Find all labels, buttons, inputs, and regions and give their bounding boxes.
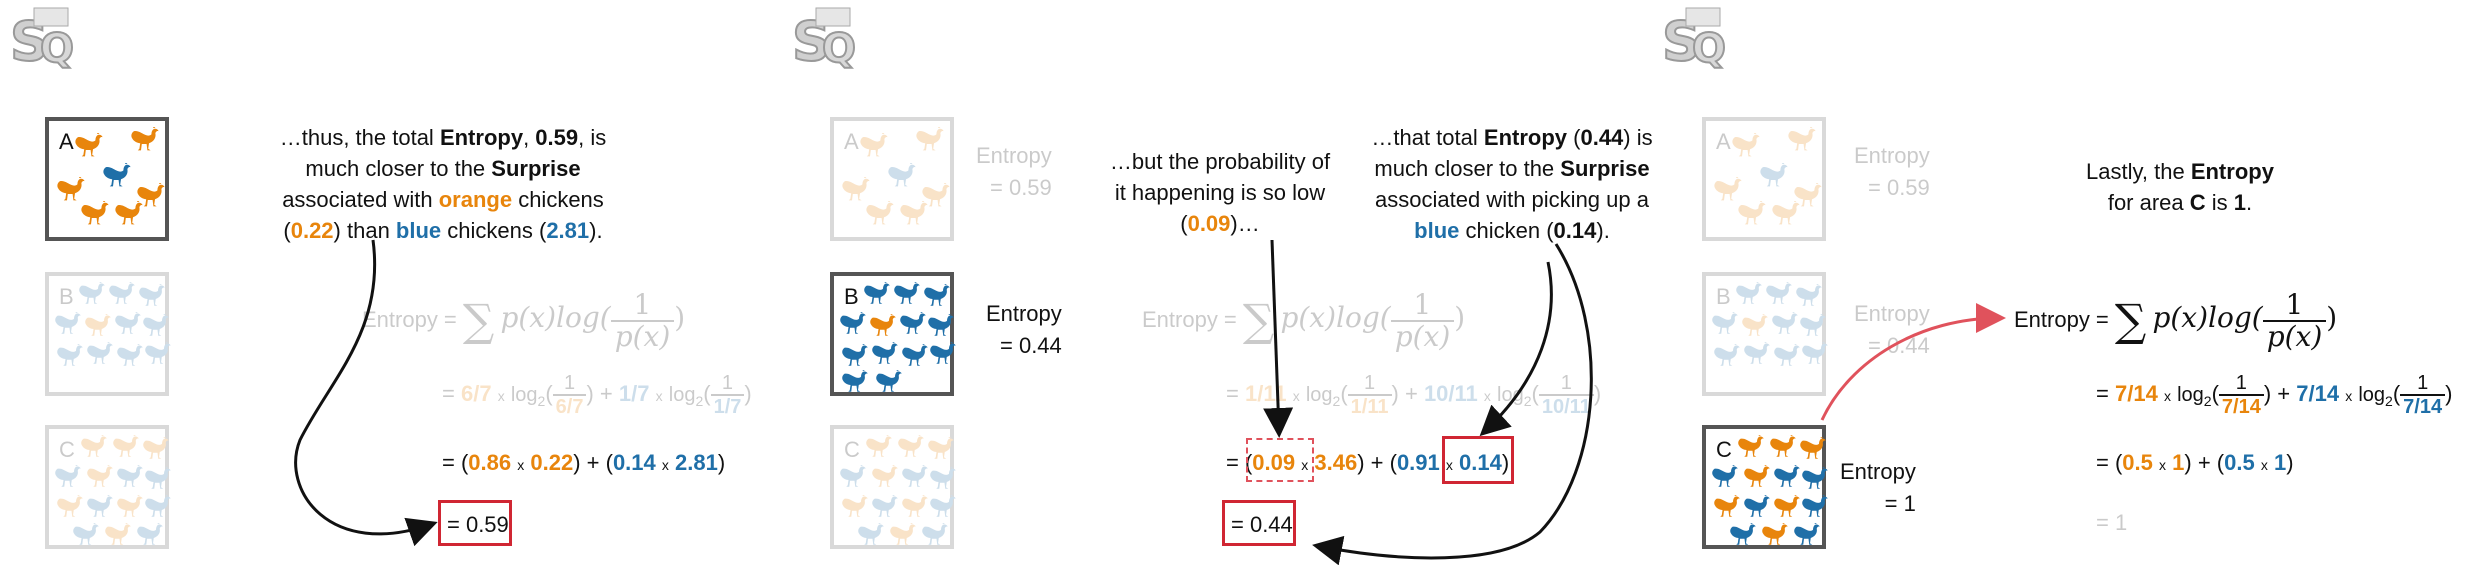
panel3-formula-line3: = (0.5 x 1) + (0.5 x 1): [2096, 450, 2294, 475]
area-c-label: C: [59, 437, 75, 462]
area-b-box: B: [45, 272, 171, 396]
svg-text:Q: Q: [40, 26, 74, 72]
area-b-label-2: B: [844, 284, 859, 309]
panel2-probability-highlight: [1246, 438, 1314, 482]
panel2-formula-line3: = (0.09 x 3.46) + (0.91 x 0.14): [1226, 450, 1510, 475]
area-c-label-2: C: [844, 437, 860, 462]
statquest-logo-2: S Q: [786, 2, 866, 78]
area-b-label-3: B: [1716, 284, 1731, 309]
area-b-box-3: B: [1702, 272, 1828, 396]
statquest-logo-3: S Q: [1656, 2, 1736, 78]
panel2-entropy-formula: Entropy = ∑ p(x)log(1 p(x)): [1142, 288, 1466, 353]
panel2-entropy-a: Entropy = 0.59: [975, 143, 1052, 200]
panel2-result-box: = 0.44: [1222, 500, 1296, 546]
area-b-box-2: B: [830, 272, 956, 396]
area-c-box: C: [45, 425, 171, 549]
area-a-box-3: A: [1702, 117, 1826, 241]
panel3-entropy-a: Entropy = 0.59: [1853, 143, 1930, 200]
area-a-box: A: [45, 117, 169, 241]
area-a-label-3: A: [1716, 129, 1731, 154]
svg-text:Q: Q: [1692, 26, 1726, 72]
panel2-formula-line2: = 1/11 x log2(1 1/11) + 10/11 x log2(1 10/…: [1226, 372, 1602, 418]
panel3-caption: Lastly, the Entropy for area C is 1.: [2086, 159, 2274, 215]
panel2-caption-left: …but the probability of it happening is …: [1109, 149, 1331, 236]
panel1-entropy-formula: Entropy = ∑ p(x)log(1 p(x)): [362, 288, 686, 353]
panel1-formula-line3: = (0.86 x 0.22) + (0.14 x 2.81): [442, 450, 726, 475]
panel1-result-box: = 0.59: [438, 500, 512, 546]
panel2-entropy-b: Entropy = 0.44: [985, 301, 1062, 358]
panel2-surprise-highlight: [1442, 436, 1514, 484]
area-c-box-2: C: [830, 425, 956, 549]
area-c-label-3: C: [1716, 437, 1732, 462]
panel1-caption: …thus, the total Entropy, 0.59, is much …: [279, 125, 607, 243]
area-a-label-2: A: [844, 129, 859, 154]
panel3-entropy-c: Entropy = 1: [1840, 459, 1916, 516]
statquest-logo: S Q: [4, 2, 84, 78]
panel3-entropy-formula: Entropy = ∑ p(x)log(1 p(x)): [2014, 288, 2338, 353]
area-a-label: A: [59, 129, 74, 154]
panel1-result: = 0.59: [447, 512, 509, 537]
area-c-box-3: C: [1702, 425, 1828, 549]
area-b-label: B: [59, 284, 74, 309]
panel2-caption-right: …that total Entropy (0.44) is much close…: [1371, 125, 1653, 243]
area-a-box-2: A: [830, 117, 954, 241]
panel1-formula-line2: = 6/7 x log2(1 6/7) + 1/7 x log2(1 1/7): [442, 372, 752, 418]
panel2-result: = 0.44: [1231, 512, 1293, 537]
svg-text:Q: Q: [822, 26, 856, 72]
panel3-result: = 1: [2096, 510, 2128, 535]
panel3-formula-line2: = 7/14 x log2(1 7/14) + 7/14 x log2(1 7/14…: [2096, 372, 2453, 418]
panel1-arrow: [294, 239, 438, 547]
